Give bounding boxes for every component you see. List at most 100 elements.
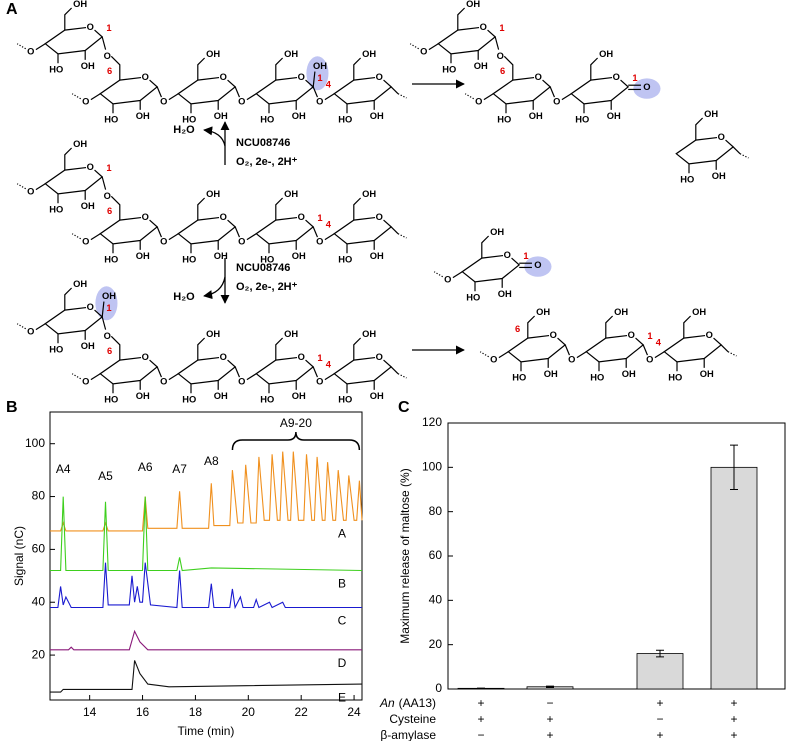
- atom-label: 1: [647, 331, 652, 341]
- error-bar: [546, 685, 554, 688]
- bond: [255, 356, 315, 385]
- y-tick-label: 100: [25, 436, 45, 450]
- bond: [732, 146, 741, 155]
- bond: [35, 183, 46, 191]
- y-tick-label: 20: [429, 637, 443, 651]
- atom-label: O: [480, 22, 487, 32]
- bond: [246, 373, 257, 381]
- atom-label: HO: [104, 115, 118, 125]
- bond: [549, 86, 555, 98]
- peak-label: A6: [138, 460, 153, 474]
- atom-label: OH: [536, 307, 550, 317]
- atom-label: OH: [136, 111, 150, 121]
- side-arrow: [203, 126, 226, 147]
- atom-label: OH: [81, 61, 95, 71]
- atom-label: OH: [466, 0, 480, 9]
- trace: [50, 660, 363, 693]
- atom-label: 1: [499, 23, 504, 33]
- condition-sign: +: [477, 712, 484, 726]
- atom-label: O: [87, 22, 94, 32]
- bond: [663, 334, 723, 363]
- bond: [197, 57, 206, 81]
- atom-label: HO: [497, 115, 511, 125]
- atom-label: HO: [260, 115, 274, 125]
- atom-label: O: [160, 237, 167, 247]
- bond: [312, 86, 318, 98]
- bond: [605, 315, 614, 339]
- bond: [409, 43, 420, 50]
- atom-label: HO: [442, 65, 456, 75]
- bond: [324, 233, 335, 241]
- x-tick-label: 14: [83, 705, 97, 719]
- atom-label: OH: [284, 329, 298, 339]
- atom-label: OH: [614, 307, 628, 317]
- bar: [636, 653, 684, 690]
- peak-label: A8: [204, 454, 219, 468]
- trace: [50, 451, 363, 532]
- condition-sign: +: [730, 712, 737, 726]
- y-axis-label: Maximum release of maltose (%): [398, 468, 412, 643]
- y-tick-label: 120: [422, 415, 442, 429]
- water: H₂O: [173, 124, 195, 136]
- bond: [527, 315, 536, 339]
- atom-label: O: [27, 47, 34, 57]
- bond: [333, 356, 393, 385]
- atom-label: 6: [107, 346, 112, 356]
- atom-label: O: [27, 187, 34, 197]
- atom-label: OH: [214, 251, 228, 261]
- atom-label: OH: [474, 61, 488, 71]
- bond: [739, 153, 749, 159]
- glucose-unit: O OH HO OH O OH 1: [238, 49, 329, 125]
- bond: [353, 337, 362, 361]
- x-axis-label: Time (min): [178, 724, 235, 738]
- atom-label: HO: [182, 395, 196, 405]
- bond: [110, 195, 121, 221]
- atom-label: O: [444, 275, 451, 285]
- bond: [101, 176, 107, 190]
- glucose-unit: O OH HO OH: [675, 109, 749, 185]
- conditions: O₂, 2e-, 2H⁺: [236, 281, 298, 293]
- condition-sign: −: [477, 728, 484, 741]
- y-tick-label: 80: [32, 489, 46, 503]
- atom-label: O: [104, 331, 111, 341]
- row-label: An (AA13): [379, 696, 436, 710]
- atom-label: OH: [292, 111, 306, 121]
- condition-sign: −: [546, 696, 553, 710]
- atom-label: O: [316, 97, 323, 107]
- atom-label: O: [220, 72, 227, 82]
- atom-label: HO: [668, 373, 682, 383]
- row-label-text: (AA13): [399, 696, 436, 710]
- bond: [452, 271, 463, 279]
- atom-label: O: [238, 97, 245, 107]
- atom-label: O: [475, 97, 482, 107]
- atom-label: O: [535, 72, 542, 82]
- atom-label: O: [142, 72, 149, 82]
- row-label-text: β-amylase: [380, 728, 436, 741]
- atom-label: HO: [466, 293, 480, 303]
- atom-label: OH: [292, 251, 306, 261]
- bond: [168, 373, 179, 381]
- atom-label: HO: [260, 395, 274, 405]
- bond: [642, 344, 648, 356]
- atom-label: 1: [523, 251, 528, 261]
- glucose-unit: O OH HO OH O O OH 1: [16, 279, 118, 355]
- condition-sign: +: [730, 728, 737, 741]
- bond: [397, 93, 407, 99]
- bond: [16, 183, 27, 190]
- atom-label: O: [238, 237, 245, 247]
- atom-label: O: [142, 212, 149, 222]
- atom-label: 4: [326, 220, 332, 230]
- bond: [483, 93, 494, 101]
- atom-label: HO: [49, 345, 63, 355]
- atom-label: OH: [362, 329, 376, 339]
- atom-label: O: [643, 82, 650, 92]
- atom-label: O: [490, 355, 497, 365]
- bond: [16, 43, 27, 50]
- atom-label: OH: [622, 369, 636, 379]
